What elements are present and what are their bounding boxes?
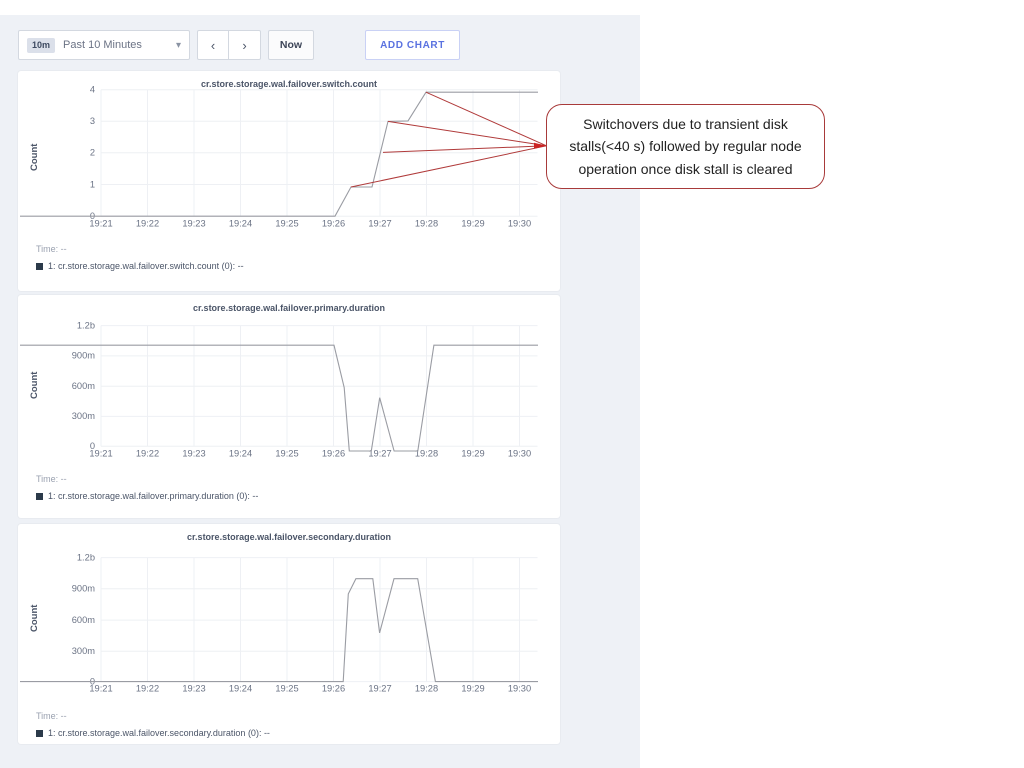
svg-text:19:29: 19:29 — [461, 684, 484, 694]
svg-text:19:30: 19:30 — [508, 219, 531, 229]
svg-text:19:21: 19:21 — [89, 448, 112, 458]
svg-text:600m: 600m — [72, 615, 96, 625]
svg-text:19:28: 19:28 — [415, 684, 438, 694]
svg-text:300m: 300m — [72, 411, 96, 421]
svg-text:19:22: 19:22 — [136, 219, 159, 229]
svg-text:19:30: 19:30 — [508, 684, 531, 694]
svg-text:1.2b: 1.2b — [77, 552, 95, 562]
svg-text:900m: 900m — [72, 584, 96, 594]
svg-text:19:22: 19:22 — [136, 684, 159, 694]
svg-text:19:27: 19:27 — [368, 684, 391, 694]
svg-text:19:22: 19:22 — [136, 448, 159, 458]
svg-text:19:24: 19:24 — [229, 219, 252, 229]
svg-text:19:23: 19:23 — [182, 448, 205, 458]
svg-text:19:29: 19:29 — [461, 448, 484, 458]
svg-text:19:25: 19:25 — [275, 684, 298, 694]
svg-text:19:23: 19:23 — [182, 684, 205, 694]
svg-text:19:27: 19:27 — [368, 219, 391, 229]
svg-text:19:25: 19:25 — [275, 448, 298, 458]
svg-text:19:30: 19:30 — [508, 448, 531, 458]
svg-text:3: 3 — [90, 116, 95, 126]
svg-text:300m: 300m — [72, 646, 96, 656]
svg-text:900m: 900m — [72, 351, 96, 361]
svg-text:19:23: 19:23 — [182, 219, 205, 229]
svg-text:600m: 600m — [72, 381, 96, 391]
svg-text:19:24: 19:24 — [229, 448, 252, 458]
svg-text:19:21: 19:21 — [89, 219, 112, 229]
svg-text:19:26: 19:26 — [322, 448, 345, 458]
svg-text:1.2b: 1.2b — [77, 320, 95, 330]
svg-text:19:21: 19:21 — [89, 684, 112, 694]
svg-text:19:26: 19:26 — [322, 684, 345, 694]
svg-text:19:25: 19:25 — [275, 219, 298, 229]
svg-text:19:26: 19:26 — [322, 219, 345, 229]
svg-text:4: 4 — [90, 85, 95, 95]
svg-text:2: 2 — [90, 148, 95, 158]
svg-text:1: 1 — [90, 179, 95, 189]
svg-text:19:24: 19:24 — [229, 684, 252, 694]
svg-text:19:28: 19:28 — [415, 219, 438, 229]
svg-text:19:29: 19:29 — [461, 219, 484, 229]
